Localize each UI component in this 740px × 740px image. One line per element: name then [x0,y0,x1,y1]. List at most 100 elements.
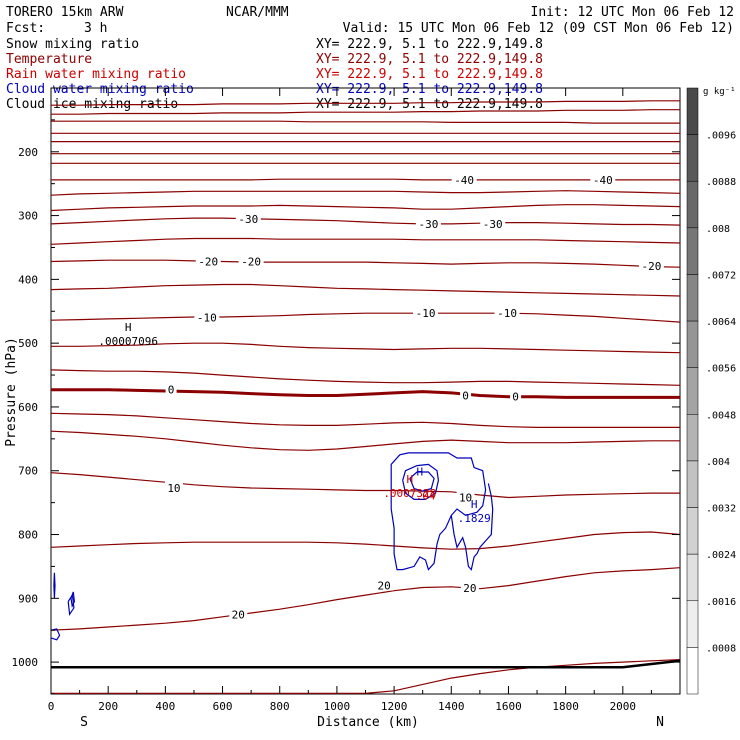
field-xy: XY= 222.9, 5.1 to 222.9,149.8 [316,82,543,97]
x-axis-label: Distance (km) [317,715,419,730]
high-value: .04 [416,490,436,503]
colorbar-swatch [686,507,699,555]
y-tick-label: 200 [18,146,38,159]
temperature-contour-label: 0 [512,391,519,404]
colorbar-swatch [686,414,699,462]
temperature-contour [50,312,681,323]
x-tick-label: 400 [155,700,175,713]
contour-label-bg [195,254,221,267]
colorbar-label: .0096 [706,131,736,142]
high-marker: H [471,498,478,511]
field-xy: XY= 222.9, 5.1 to 222.9,149.8 [316,97,543,112]
colorbar-label: .0016 [706,597,736,608]
field-name: Temperature [6,52,92,67]
contour-label-bg [456,490,475,503]
temperature-labels: -40 -40 -30 -30 -30 -20 -20 -20 -10 -10 -10 0 0 0 10 10… [164,172,664,621]
y-tick-label: 1000 [12,656,39,669]
x-axis: 0 200 400 600 800 1000 1200 1400 1600 1800 2000 [48,88,652,713]
contour-label-bg [229,607,248,620]
init-time: Init: 12 UTC Mon 06 Feb 12 [531,5,735,20]
x-tick-label: 200 [98,700,118,713]
temperature-contour-label: 0 [462,389,469,402]
cloud-water-contour-outer [390,452,487,571]
temperature-contour-label: -10 [197,312,217,325]
contour-label-bg [460,388,472,401]
high-marker: H [407,473,414,486]
colorbar-swatch [686,320,699,368]
contour-label-bg [415,216,441,229]
high-value: .0007328 [383,487,436,500]
temperature-contour-label: -20 [198,256,218,269]
colorbar-swatch [686,274,699,322]
high-value: .00007096 [98,335,158,348]
colorbar-unit: g kg⁻¹ [703,87,736,97]
temperature-contour-label: -30 [238,213,258,226]
temperature-contour [51,388,680,399]
temperature-contour [50,259,681,268]
colorbar-label: .0072 [706,270,736,281]
temperature-contour-label: -30 [483,218,503,231]
temperature-contour-label: 20 [463,582,476,595]
colorbar-label: .0088 [706,177,736,188]
temperature-contour-label: 10 [459,492,472,505]
y-tick-label: 900 [18,592,38,605]
temperature-contour-label: 20 [232,608,245,621]
temperature-contour [51,100,680,106]
x-endpoint-left: S [80,715,88,730]
contour-label-bg [194,310,220,323]
y-tick-label: 700 [18,465,38,478]
colorbar-swatch [686,134,699,182]
x-endpoint-right: N [656,715,664,730]
temperature-contour-label: 10 [167,482,180,495]
temperature-contour-label: -10 [497,307,517,320]
contour-label-bg [451,172,477,185]
x-tick-label: 800 [270,700,290,713]
temperature-contour [50,237,681,245]
y-tick-label: 400 [18,273,38,286]
field-xy: XY= 222.9, 5.1 to 222.9,149.8 [316,37,543,52]
cloud-water-contour-2 [450,483,494,571]
center-title: NCAR/MMM [226,5,289,20]
y-tick-label: 500 [18,337,38,350]
colorbar-label: .0032 [706,504,736,515]
colorbar-swatch [686,460,699,508]
contour-label-bg [480,216,506,229]
contour-label-bg [165,382,177,395]
colorbar-swatch [686,553,699,602]
temperature-contour-label: -20 [641,260,661,273]
temperature-contour-label: -40 [454,174,474,187]
temperature-contour [50,217,681,226]
field-name: Rain water mixing ratio [6,67,186,82]
valid-time: Valid: 15 UTC Mon 06 Feb 12 (09 CST Mon … [343,21,734,36]
colorbar-swatch [686,227,699,275]
temperature-contour [51,109,680,115]
temperature-contour [50,283,681,297]
temperature-contour [51,659,681,694]
temperature-contour [50,472,680,499]
y-tick-label: 600 [18,401,38,414]
x-tick-label: 1800 [552,700,579,713]
colorbar: .0096 .0088 .008 .0072 .0064 .0056 .0048 .004 .0… [686,87,736,695]
colorbar-label: .0048 [706,410,736,421]
cloud-water-blob [70,591,76,608]
contour-label-bg [510,389,522,402]
contour-label-bg [590,172,616,185]
temperature-contour [50,412,680,428]
cloud-water-contour-left-3 [50,628,61,641]
temperature-contour [50,567,681,631]
forecast-value: 3 h [84,21,107,36]
field-name: Cloud water mixing ratio [6,82,194,97]
temperature-contour-label: 20 [377,580,390,593]
contour-label-bg [460,581,479,594]
temperature-contour [50,204,681,212]
temperature-contour [50,190,681,196]
temperature-contour [51,178,680,181]
cloud-water-contour-core [409,471,435,492]
cloud-water-contour-inner [402,463,440,500]
colorbar-swatch [686,647,699,695]
colorbar-swatch [686,600,699,648]
field-legend: Snow mixing ratio XY= 222.9, 5.1 to 222.9… [6,37,543,112]
contour-label-bg [375,578,394,591]
